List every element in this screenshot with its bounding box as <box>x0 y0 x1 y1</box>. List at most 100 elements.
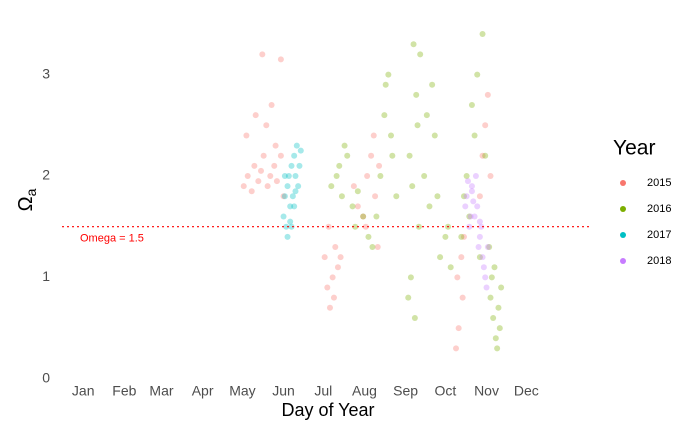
point <box>248 188 255 195</box>
legend-marker <box>620 258 626 264</box>
point <box>338 193 345 200</box>
point <box>277 56 284 63</box>
point <box>324 284 331 291</box>
point <box>410 41 417 48</box>
point <box>459 294 466 301</box>
point <box>240 183 247 190</box>
x-tick-label: Apr <box>192 383 214 399</box>
point <box>479 152 486 159</box>
point <box>349 203 356 210</box>
point <box>285 173 292 179</box>
point <box>382 81 389 88</box>
point <box>476 233 483 240</box>
point <box>458 233 465 240</box>
point <box>255 178 262 185</box>
point <box>429 81 436 88</box>
point <box>354 203 361 210</box>
point <box>480 264 487 271</box>
point <box>369 243 376 250</box>
point <box>411 314 418 321</box>
point <box>426 203 433 210</box>
point <box>460 193 467 200</box>
x-tick-label: Dec <box>514 383 539 399</box>
point <box>251 162 258 169</box>
point <box>442 233 449 240</box>
x-tick-label: Nov <box>474 383 499 399</box>
point <box>330 294 337 301</box>
point <box>423 112 430 119</box>
point <box>472 173 479 179</box>
point <box>291 152 298 159</box>
point <box>417 51 424 58</box>
point <box>490 314 497 321</box>
point <box>344 152 351 159</box>
point <box>413 91 420 98</box>
point <box>341 142 348 149</box>
point <box>252 112 259 119</box>
point <box>373 213 380 220</box>
point <box>385 71 392 78</box>
point <box>328 183 335 190</box>
point <box>483 284 490 291</box>
point <box>336 162 343 169</box>
point <box>494 345 501 352</box>
point <box>471 132 478 139</box>
point <box>268 102 275 109</box>
point <box>437 254 444 261</box>
point <box>287 203 294 210</box>
point <box>352 223 359 230</box>
point <box>474 71 481 78</box>
y-axis-label: Ωa <box>15 188 38 211</box>
point <box>482 122 489 129</box>
point <box>447 264 454 271</box>
y-tick-label: 2 <box>42 167 50 183</box>
legend-label: 2017 <box>647 229 671 241</box>
point <box>476 193 483 200</box>
y-tick-label: 3 <box>42 65 50 81</box>
point <box>287 218 294 225</box>
point <box>277 152 284 159</box>
x-axis-label: Day of Year <box>281 400 374 420</box>
point <box>421 173 428 179</box>
point <box>478 223 485 230</box>
point <box>482 152 489 159</box>
point <box>284 233 291 240</box>
point <box>407 274 414 281</box>
point <box>460 233 467 240</box>
point <box>273 178 280 185</box>
x-tick-label: Feb <box>112 383 136 399</box>
point <box>487 173 494 179</box>
point <box>297 147 304 154</box>
point <box>409 183 416 190</box>
x-tick-label: Jun <box>272 383 295 399</box>
point <box>296 162 303 169</box>
point <box>495 304 502 311</box>
point <box>468 102 475 109</box>
point <box>488 274 495 281</box>
point <box>482 274 489 281</box>
point <box>414 122 421 129</box>
legend-title: Year <box>613 137 655 160</box>
legend-marker <box>620 206 626 212</box>
point <box>321 254 328 261</box>
point <box>257 167 264 174</box>
point <box>267 173 274 179</box>
reference-label: Omega = 1.5 <box>80 233 144 245</box>
point <box>360 213 367 220</box>
point <box>283 223 290 230</box>
point <box>284 183 291 190</box>
point <box>453 345 460 352</box>
x-tick-label: May <box>229 383 255 399</box>
point <box>388 132 395 139</box>
x-tick-label: Jul <box>314 383 332 399</box>
point <box>260 152 267 159</box>
x-tick-label: Jan <box>72 383 95 399</box>
y-label-subscript: a <box>23 188 39 196</box>
point <box>476 218 483 225</box>
point <box>455 325 462 332</box>
point <box>484 243 491 250</box>
point <box>377 173 384 179</box>
y-label-symbol: Ω <box>15 196 37 211</box>
point <box>281 193 288 200</box>
